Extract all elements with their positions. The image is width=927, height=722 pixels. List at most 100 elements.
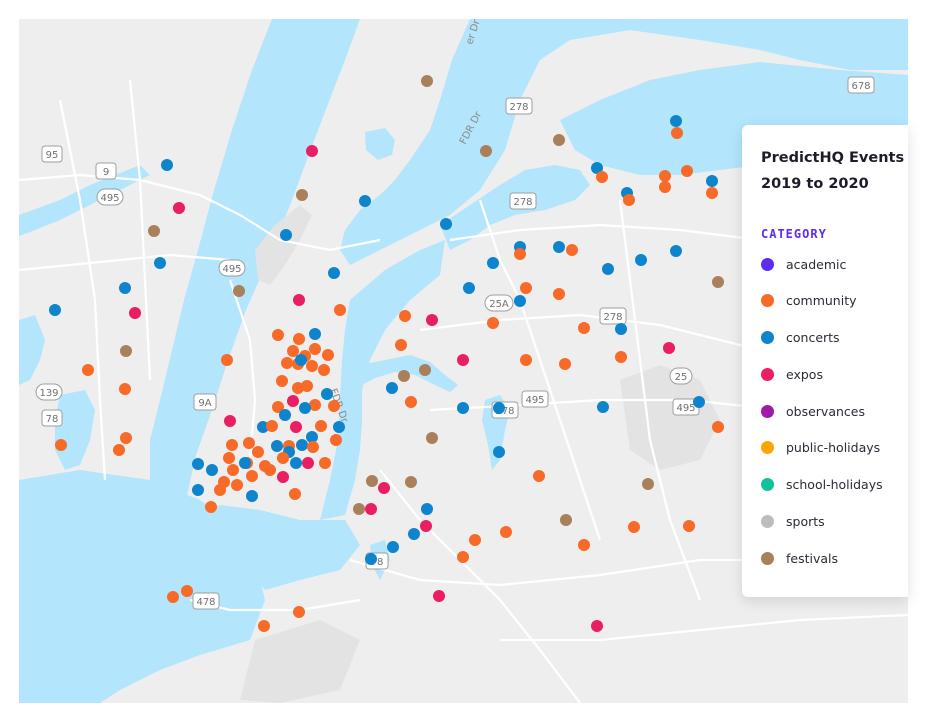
event-marker-concerts[interactable] [239, 457, 251, 469]
event-marker-expos[interactable] [433, 590, 445, 602]
event-marker-community[interactable] [277, 452, 289, 464]
event-marker-community[interactable] [293, 606, 305, 618]
event-marker-community[interactable] [671, 127, 683, 139]
event-marker-community[interactable] [214, 484, 226, 496]
event-marker-concerts[interactable] [386, 382, 398, 394]
event-marker-concerts[interactable] [333, 421, 345, 433]
event-marker-concerts[interactable] [670, 245, 682, 257]
event-marker-festivals[interactable] [233, 285, 245, 297]
event-marker-concerts[interactable] [365, 553, 377, 565]
event-marker-community[interactable] [252, 446, 264, 458]
event-marker-concerts[interactable] [119, 282, 131, 294]
legend-item-observances[interactable]: observances [761, 402, 908, 420]
event-marker-community[interactable] [319, 457, 331, 469]
event-marker-expos[interactable] [457, 354, 469, 366]
event-marker-expos[interactable] [663, 342, 675, 354]
event-marker-community[interactable] [520, 354, 532, 366]
event-marker-concerts[interactable] [271, 440, 283, 452]
event-marker-expos[interactable] [290, 421, 302, 433]
event-marker-community[interactable] [120, 432, 132, 444]
event-marker-community[interactable] [281, 357, 293, 369]
event-marker-community[interactable] [289, 488, 301, 500]
event-marker-concerts[interactable] [246, 490, 258, 502]
event-marker-community[interactable] [330, 434, 342, 446]
event-marker-community[interactable] [113, 444, 125, 456]
legend-item-public-holidays[interactable]: public-holidays [761, 439, 908, 457]
event-marker-community[interactable] [533, 470, 545, 482]
event-marker-community[interactable] [292, 382, 304, 394]
event-marker-concerts[interactable] [279, 409, 291, 421]
event-marker-community[interactable] [566, 244, 578, 256]
event-marker-community[interactable] [307, 441, 319, 453]
event-marker-community[interactable] [205, 501, 217, 513]
event-marker-concerts[interactable] [309, 328, 321, 340]
event-marker-community[interactable] [578, 322, 590, 334]
event-marker-community[interactable] [309, 343, 321, 355]
event-marker-concerts[interactable] [49, 304, 61, 316]
event-marker-concerts[interactable] [328, 267, 340, 279]
event-marker-concerts[interactable] [299, 402, 311, 414]
event-marker-community[interactable] [405, 396, 417, 408]
event-marker-community[interactable] [457, 551, 469, 563]
legend-item-expos[interactable]: expos [761, 365, 908, 383]
event-marker-concerts[interactable] [635, 254, 647, 266]
event-marker-community[interactable] [293, 333, 305, 345]
event-marker-festivals[interactable] [398, 370, 410, 382]
event-marker-concerts[interactable] [421, 503, 433, 515]
event-marker-concerts[interactable] [514, 295, 526, 307]
event-marker-community[interactable] [227, 464, 239, 476]
event-marker-expos[interactable] [277, 471, 289, 483]
event-marker-concerts[interactable] [280, 229, 292, 241]
event-marker-community[interactable] [276, 375, 288, 387]
event-marker-festivals[interactable] [421, 75, 433, 87]
event-marker-community[interactable] [487, 317, 499, 329]
event-marker-festivals[interactable] [642, 478, 654, 490]
event-marker-community[interactable] [264, 464, 276, 476]
event-marker-expos[interactable] [426, 314, 438, 326]
event-marker-community[interactable] [243, 437, 255, 449]
event-marker-concerts[interactable] [206, 464, 218, 476]
event-marker-expos[interactable] [306, 145, 318, 157]
event-marker-expos[interactable] [293, 294, 305, 306]
event-marker-expos[interactable] [129, 307, 141, 319]
event-marker-festivals[interactable] [419, 364, 431, 376]
event-marker-festivals[interactable] [366, 475, 378, 487]
event-marker-community[interactable] [55, 439, 67, 451]
event-marker-festivals[interactable] [405, 476, 417, 488]
event-marker-community[interactable] [681, 165, 693, 177]
event-marker-community[interactable] [226, 439, 238, 451]
event-marker-concerts[interactable] [192, 458, 204, 470]
event-marker-concerts[interactable] [602, 263, 614, 275]
event-marker-community[interactable] [395, 339, 407, 351]
event-marker-community[interactable] [659, 181, 671, 193]
event-marker-community[interactable] [712, 421, 724, 433]
event-marker-community[interactable] [500, 526, 512, 538]
event-marker-concerts[interactable] [306, 431, 318, 443]
event-marker-community[interactable] [82, 364, 94, 376]
event-marker-community[interactable] [315, 420, 327, 432]
event-marker-festivals[interactable] [560, 514, 572, 526]
event-marker-community[interactable] [221, 354, 233, 366]
legend-item-festivals[interactable]: festivals [761, 549, 908, 567]
event-marker-community[interactable] [287, 345, 299, 357]
event-marker-expos[interactable] [378, 482, 390, 494]
event-marker-festivals[interactable] [296, 189, 308, 201]
event-marker-community[interactable] [309, 399, 321, 411]
event-marker-concerts[interactable] [591, 162, 603, 174]
event-marker-community[interactable] [246, 470, 258, 482]
event-marker-community[interactable] [399, 310, 411, 322]
event-marker-community[interactable] [334, 304, 346, 316]
event-marker-community[interactable] [306, 360, 318, 372]
event-marker-concerts[interactable] [487, 257, 499, 269]
legend-item-concerts[interactable]: concerts [761, 329, 908, 347]
event-marker-community[interactable] [258, 620, 270, 632]
event-marker-concerts[interactable] [440, 218, 452, 230]
event-marker-concerts[interactable] [321, 388, 333, 400]
event-marker-festivals[interactable] [148, 225, 160, 237]
event-marker-concerts[interactable] [154, 257, 166, 269]
event-marker-community[interactable] [119, 383, 131, 395]
event-marker-concerts[interactable] [295, 354, 307, 366]
event-marker-community[interactable] [553, 288, 565, 300]
event-marker-concerts[interactable] [192, 484, 204, 496]
event-marker-concerts[interactable] [457, 402, 469, 414]
